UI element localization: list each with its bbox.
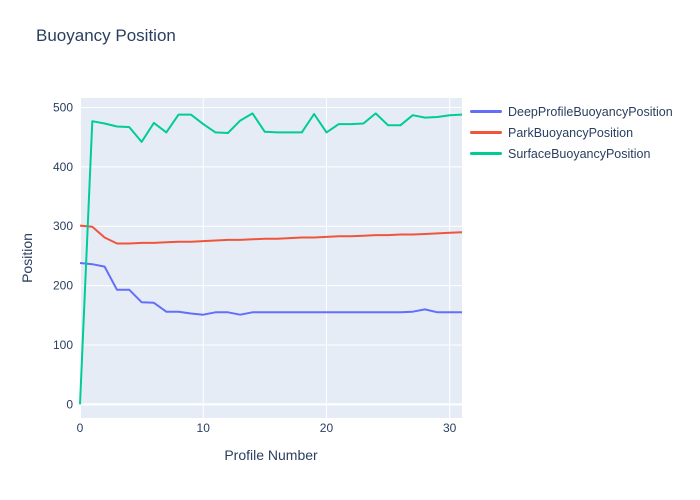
legend-item-deep-profile[interactable]: DeepProfileBuoyancyPosition bbox=[470, 101, 673, 122]
y-tick-label: 100 bbox=[53, 338, 73, 352]
legend-line-swatch bbox=[470, 152, 502, 155]
y-axis-title: Position bbox=[19, 233, 35, 283]
y-tick-label: 200 bbox=[53, 279, 73, 293]
x-tick-label: 30 bbox=[443, 421, 457, 435]
legend-label: ParkBuoyancyPosition bbox=[508, 125, 634, 140]
x-tick-label: 10 bbox=[197, 421, 211, 435]
legend-label: DeepProfileBuoyancyPosition bbox=[508, 104, 673, 119]
legend-line-swatch bbox=[470, 110, 502, 113]
plot-area[interactable] bbox=[80, 98, 462, 418]
legend-item-park[interactable]: ParkBuoyancyPosition bbox=[470, 122, 673, 143]
legend-label: SurfaceBuoyancyPosition bbox=[508, 146, 651, 161]
legend: DeepProfileBuoyancyPosition ParkBuoyancy… bbox=[470, 101, 673, 164]
x-tick-label: 20 bbox=[320, 421, 334, 435]
y-tick-label: 300 bbox=[53, 219, 73, 233]
y-tick-label: 0 bbox=[66, 397, 73, 411]
series-line-DeepProfileBuoyancyPosition bbox=[79, 262, 462, 316]
legend-line-swatch bbox=[470, 131, 502, 134]
y-tick-label: 500 bbox=[53, 100, 73, 114]
series-line-ParkBuoyancyPosition bbox=[79, 224, 463, 245]
legend-item-surface[interactable]: SurfaceBuoyancyPosition bbox=[470, 143, 673, 164]
series-line-SurfaceBuoyancyPosition bbox=[79, 112, 463, 405]
x-axis-title: Profile Number bbox=[224, 447, 318, 463]
y-tick-label: 400 bbox=[53, 160, 73, 174]
chart-title: Buoyancy Position bbox=[36, 26, 176, 45]
x-tick-label: 0 bbox=[77, 421, 84, 435]
